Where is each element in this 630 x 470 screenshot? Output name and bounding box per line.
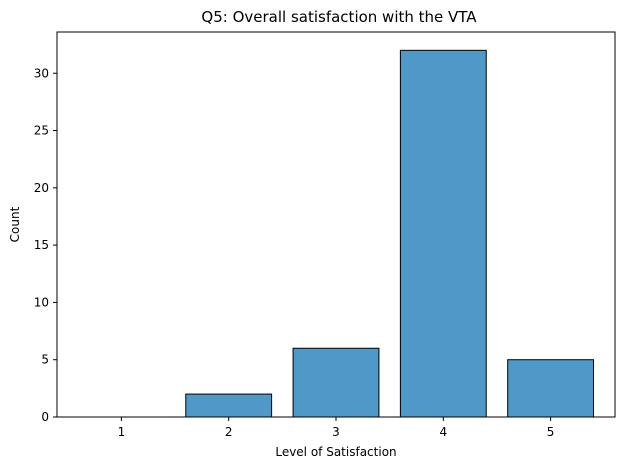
bar-3 <box>292 347 380 418</box>
y-tick-label: 10 <box>34 295 49 309</box>
x-tick-label: 3 <box>332 425 340 439</box>
chart-title: Q5: Overall satisfaction with the VTA <box>201 8 477 26</box>
x-axis-label: Level of Satisfaction <box>275 445 396 459</box>
x-axis-ticks: 1 2 3 4 5 <box>118 417 555 439</box>
bar-4 <box>399 49 487 418</box>
y-tick-label: 5 <box>41 353 49 367</box>
y-tick-label: 15 <box>34 238 49 252</box>
y-axis-label: Count <box>8 206 22 242</box>
plot-area-frame <box>56 31 616 418</box>
y-tick-label: 20 <box>34 181 49 195</box>
x-tick-label: 4 <box>439 425 447 439</box>
y-tick-label: 25 <box>34 124 49 138</box>
bar-2 <box>185 393 273 418</box>
y-axis-ticks: 0 5 10 15 20 25 30 <box>34 66 57 424</box>
x-tick-label: 5 <box>547 425 555 439</box>
y-tick-label: 30 <box>34 66 49 80</box>
bar-5 <box>507 359 595 418</box>
bars-group <box>185 49 595 418</box>
y-tick-label: 0 <box>41 410 49 424</box>
x-tick-label: 2 <box>225 425 233 439</box>
x-tick-label: 1 <box>118 425 126 439</box>
